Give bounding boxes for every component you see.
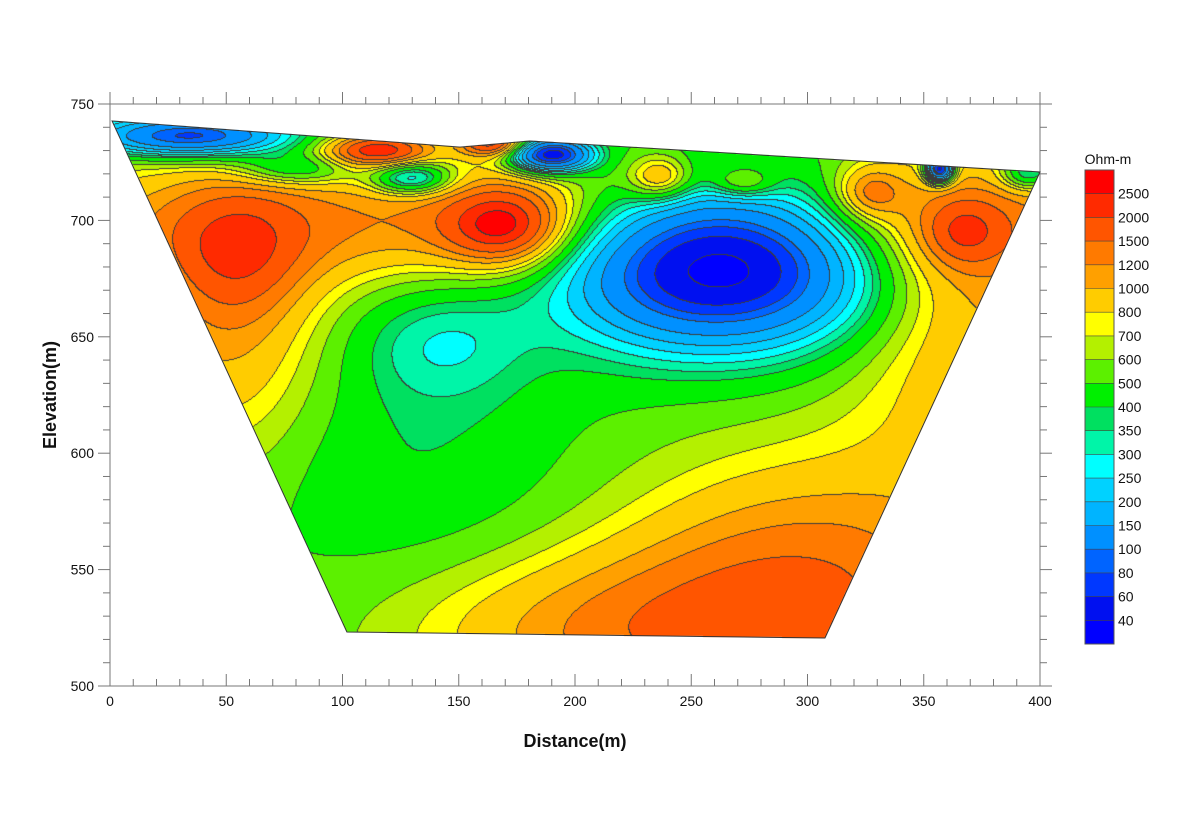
y-axis: 500 550 600 650 700 750 bbox=[71, 96, 1052, 694]
section-outline bbox=[111, 120, 1041, 639]
colorbar-band bbox=[1085, 312, 1114, 337]
colorbar-band bbox=[1085, 193, 1114, 218]
colorbar-label: 100 bbox=[1118, 541, 1142, 557]
x-tick-label: 150 bbox=[447, 693, 471, 709]
x-axis-title: Distance(m) bbox=[523, 731, 626, 751]
y-tick-label: 650 bbox=[71, 329, 95, 345]
colorbar-label: 2500 bbox=[1118, 186, 1149, 202]
colorbar-band bbox=[1085, 478, 1114, 503]
x-tick-label: 50 bbox=[218, 693, 234, 709]
section-boundary bbox=[111, 120, 1041, 639]
colorbar-band bbox=[1085, 217, 1114, 242]
colorbar-band bbox=[1085, 407, 1114, 432]
colorbar-label: 500 bbox=[1118, 375, 1142, 391]
colorbar-band bbox=[1085, 170, 1114, 195]
colorbar-band bbox=[1085, 264, 1114, 289]
colorbar-label: 700 bbox=[1118, 328, 1142, 344]
x-tick-label: 400 bbox=[1028, 693, 1052, 709]
y-tick-label: 500 bbox=[71, 678, 95, 694]
colorbar-band bbox=[1085, 620, 1114, 645]
x-axis: 0 50 100 150 200 250 300 350 400 bbox=[106, 92, 1052, 709]
colorbar-label: 150 bbox=[1118, 518, 1142, 534]
colorbar-band bbox=[1085, 383, 1114, 408]
colorbar-label: 400 bbox=[1118, 399, 1142, 415]
y-tick-label: 600 bbox=[71, 445, 95, 461]
y-tick-label: 750 bbox=[71, 96, 95, 112]
x-tick-label: 100 bbox=[331, 693, 355, 709]
x-tick-label: 300 bbox=[796, 693, 820, 709]
plot-frame bbox=[109, 103, 1041, 687]
colorbar-band bbox=[1085, 241, 1114, 266]
colorbar-band bbox=[1085, 572, 1114, 598]
colorbar: Ohm-m 2500 2000 1500 1200 1000 800 700 600 500 40… bbox=[1084, 151, 1149, 645]
colorbar-label: 40 bbox=[1118, 612, 1134, 628]
x-tick-label: 200 bbox=[563, 693, 587, 709]
colorbar-label: 1500 bbox=[1118, 233, 1149, 249]
colorbar-title: Ohm-m bbox=[1085, 151, 1132, 167]
colorbar-label: 1000 bbox=[1118, 281, 1149, 297]
y-axis-title: Elevation(m) bbox=[40, 341, 60, 449]
colorbar-band bbox=[1085, 430, 1114, 455]
colorbar-label: 1200 bbox=[1118, 257, 1149, 273]
colorbar-band bbox=[1085, 525, 1114, 550]
colorbar-label: 2000 bbox=[1118, 209, 1149, 225]
colorbar-band bbox=[1085, 501, 1114, 526]
y-tick-label: 700 bbox=[71, 212, 95, 228]
colorbar-label: 350 bbox=[1118, 423, 1142, 439]
colorbar-label: 60 bbox=[1118, 589, 1134, 605]
x-tick-label: 350 bbox=[912, 693, 936, 709]
x-tick-label: 0 bbox=[106, 693, 114, 709]
colorbar-band bbox=[1085, 288, 1114, 313]
colorbar-label: 200 bbox=[1118, 494, 1142, 510]
colorbar-band bbox=[1085, 359, 1114, 384]
colorbar-label: 80 bbox=[1118, 565, 1134, 581]
colorbar-band bbox=[1085, 335, 1114, 361]
x-tick-label: 250 bbox=[680, 693, 704, 709]
colorbar-label: 300 bbox=[1118, 446, 1142, 462]
colorbar-band bbox=[1085, 549, 1114, 574]
colorbar-label: 250 bbox=[1118, 470, 1142, 486]
colorbar-label: 800 bbox=[1118, 304, 1142, 320]
colorbar-band bbox=[1085, 596, 1114, 621]
plot-border bbox=[109, 103, 1041, 687]
colorbar-band bbox=[1085, 454, 1114, 479]
y-tick-label: 550 bbox=[71, 562, 95, 578]
colorbar-label: 600 bbox=[1118, 352, 1142, 368]
